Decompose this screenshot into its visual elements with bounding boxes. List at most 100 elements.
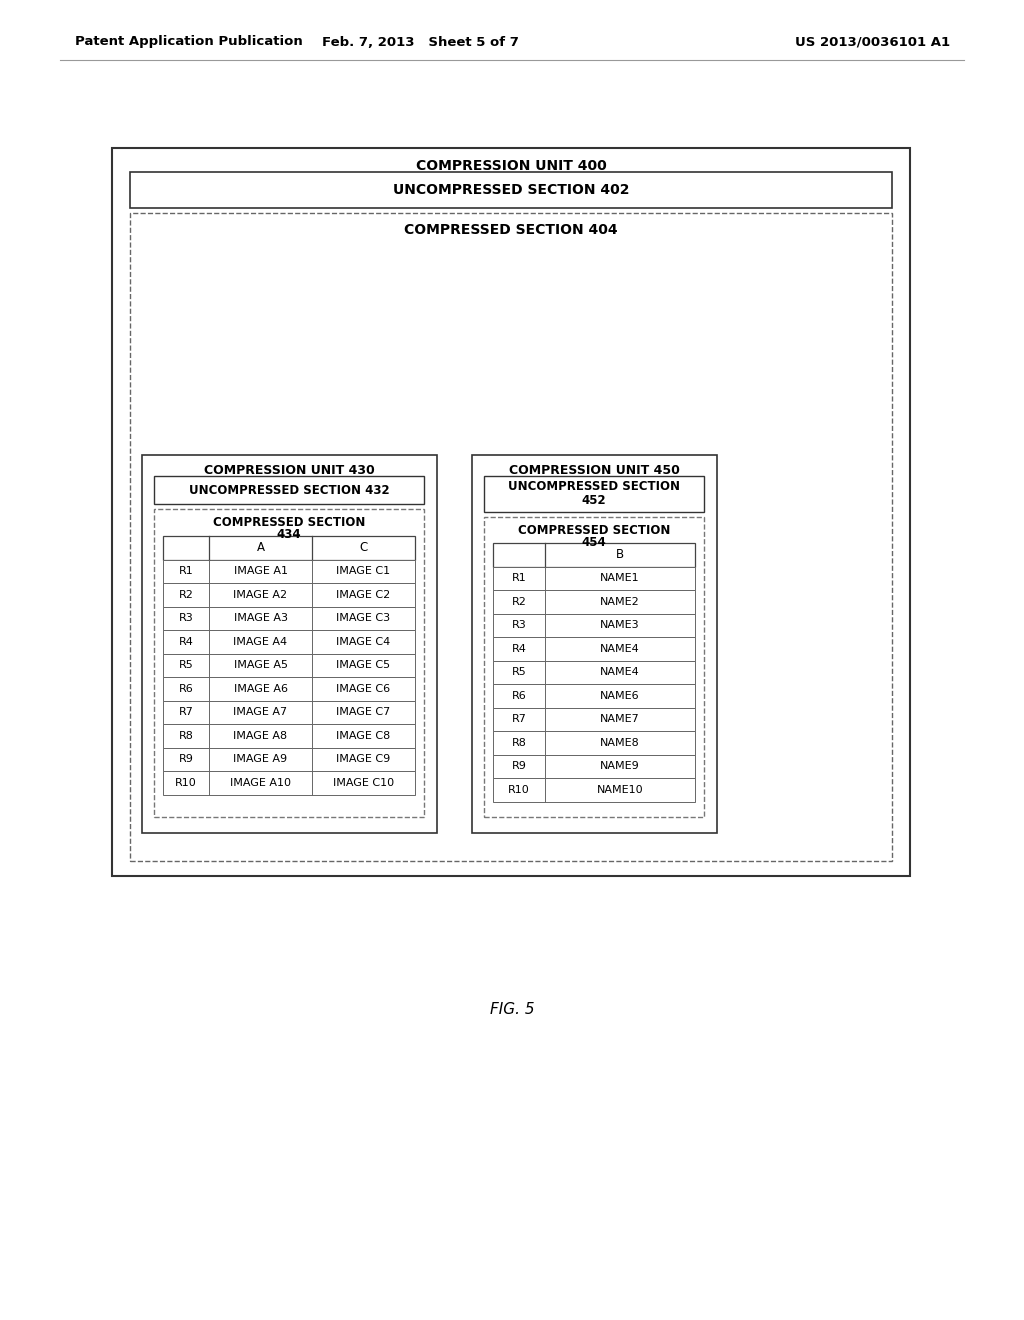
- Text: R3: R3: [178, 614, 194, 623]
- Text: NAME10: NAME10: [597, 785, 643, 795]
- Bar: [493, 708, 695, 731]
- Bar: [472, 455, 717, 833]
- Text: R1: R1: [512, 573, 526, 583]
- Text: NAME3: NAME3: [600, 620, 640, 630]
- Bar: [163, 653, 415, 677]
- Text: IMAGE C3: IMAGE C3: [337, 614, 390, 623]
- Text: R9: R9: [178, 754, 194, 764]
- Bar: [493, 755, 695, 777]
- Text: NAME1: NAME1: [600, 573, 640, 583]
- Text: UNCOMPRESSED SECTION 432: UNCOMPRESSED SECTION 432: [188, 483, 389, 496]
- Bar: [163, 701, 415, 723]
- Text: IMAGE A10: IMAGE A10: [230, 777, 291, 788]
- Bar: [493, 566, 695, 590]
- Bar: [484, 517, 705, 817]
- Text: R2: R2: [512, 597, 526, 607]
- Text: 454: 454: [582, 536, 606, 549]
- Bar: [493, 731, 695, 755]
- Text: R2: R2: [178, 590, 194, 599]
- Text: R7: R7: [512, 714, 526, 725]
- Text: IMAGE A5: IMAGE A5: [233, 660, 288, 671]
- Text: R4: R4: [512, 644, 526, 653]
- Text: NAME2: NAME2: [600, 597, 640, 607]
- Bar: [484, 477, 705, 512]
- Text: IMAGE C2: IMAGE C2: [336, 590, 390, 599]
- Text: IMAGE C1: IMAGE C1: [337, 566, 390, 577]
- Text: NAME4: NAME4: [600, 644, 640, 653]
- Text: NAME8: NAME8: [600, 738, 640, 747]
- Bar: [163, 536, 415, 560]
- Text: NAME7: NAME7: [600, 714, 640, 725]
- Text: IMAGE C7: IMAGE C7: [336, 708, 390, 717]
- Text: NAME6: NAME6: [600, 690, 640, 701]
- Text: COMPRESSION UNIT 400: COMPRESSION UNIT 400: [416, 158, 606, 173]
- Bar: [163, 747, 415, 771]
- Text: NAME4: NAME4: [600, 667, 640, 677]
- Text: IMAGE A4: IMAGE A4: [233, 636, 288, 647]
- Bar: [493, 614, 695, 638]
- Text: B: B: [616, 548, 624, 561]
- Text: A: A: [256, 541, 264, 554]
- Text: IMAGE A6: IMAGE A6: [233, 684, 288, 694]
- Bar: [130, 213, 892, 861]
- Text: R1: R1: [178, 566, 194, 577]
- Text: IMAGE A7: IMAGE A7: [233, 708, 288, 717]
- Text: IMAGE A3: IMAGE A3: [233, 614, 288, 623]
- Text: UNCOMPRESSED SECTION 402: UNCOMPRESSED SECTION 402: [393, 183, 630, 197]
- Text: R10: R10: [175, 777, 197, 788]
- Text: COMPRESSED SECTION: COMPRESSED SECTION: [518, 524, 670, 536]
- Text: IMAGE A8: IMAGE A8: [233, 731, 288, 741]
- Text: IMAGE C6: IMAGE C6: [337, 684, 390, 694]
- Text: R6: R6: [512, 690, 526, 701]
- Bar: [130, 172, 892, 209]
- Bar: [142, 455, 437, 833]
- Text: C: C: [359, 541, 368, 554]
- Bar: [163, 606, 415, 630]
- Text: US 2013/0036101 A1: US 2013/0036101 A1: [795, 36, 950, 49]
- Text: R5: R5: [178, 660, 194, 671]
- Text: R3: R3: [512, 620, 526, 630]
- Text: R8: R8: [178, 731, 194, 741]
- Bar: [493, 638, 695, 660]
- Text: COMPRESSED SECTION 404: COMPRESSED SECTION 404: [404, 223, 617, 238]
- Bar: [493, 777, 695, 801]
- Text: COMPRESSION UNIT 430: COMPRESSION UNIT 430: [204, 465, 375, 478]
- Text: IMAGE A1: IMAGE A1: [233, 566, 288, 577]
- Bar: [112, 148, 910, 876]
- Text: FIG. 5: FIG. 5: [489, 1002, 535, 1018]
- Bar: [163, 583, 415, 606]
- Text: UNCOMPRESSED SECTION: UNCOMPRESSED SECTION: [508, 480, 680, 494]
- Text: IMAGE C8: IMAGE C8: [336, 731, 390, 741]
- Bar: [163, 723, 415, 747]
- Text: R7: R7: [178, 708, 194, 717]
- Text: R8: R8: [512, 738, 526, 747]
- Text: 434: 434: [276, 528, 301, 540]
- Text: COMPRESSION UNIT 450: COMPRESSION UNIT 450: [509, 465, 680, 478]
- Bar: [493, 543, 695, 566]
- Bar: [493, 660, 695, 684]
- Text: R10: R10: [508, 785, 529, 795]
- Text: Patent Application Publication: Patent Application Publication: [75, 36, 303, 49]
- Bar: [493, 684, 695, 708]
- Text: R9: R9: [512, 762, 526, 771]
- Text: IMAGE C10: IMAGE C10: [333, 777, 394, 788]
- Text: R6: R6: [178, 684, 194, 694]
- Text: IMAGE C9: IMAGE C9: [336, 754, 390, 764]
- Bar: [493, 590, 695, 614]
- Text: 452: 452: [582, 495, 606, 507]
- Text: R4: R4: [178, 636, 194, 647]
- Bar: [163, 771, 415, 795]
- Text: IMAGE A9: IMAGE A9: [233, 754, 288, 764]
- Text: COMPRESSED SECTION: COMPRESSED SECTION: [213, 516, 366, 528]
- Bar: [163, 630, 415, 653]
- Text: IMAGE C5: IMAGE C5: [337, 660, 390, 671]
- Text: Feb. 7, 2013   Sheet 5 of 7: Feb. 7, 2013 Sheet 5 of 7: [322, 36, 518, 49]
- Text: NAME9: NAME9: [600, 762, 640, 771]
- Text: IMAGE A2: IMAGE A2: [233, 590, 288, 599]
- Text: R5: R5: [512, 667, 526, 677]
- Bar: [163, 677, 415, 701]
- Bar: [163, 560, 415, 583]
- Text: IMAGE C4: IMAGE C4: [336, 636, 390, 647]
- Bar: [154, 477, 424, 504]
- Bar: [154, 510, 424, 817]
